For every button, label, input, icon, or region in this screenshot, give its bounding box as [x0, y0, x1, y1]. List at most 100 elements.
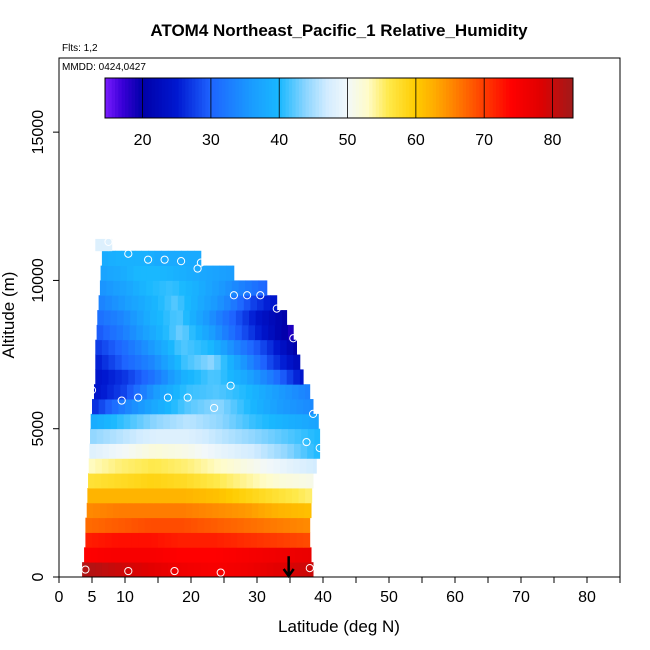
heatmap-cell [113, 384, 121, 400]
heatmap-cell [218, 280, 226, 296]
heatmap-cell [217, 295, 225, 311]
heatmap-cell [90, 428, 98, 444]
colorbar-segment [415, 78, 420, 118]
colorbar-segment [492, 78, 497, 118]
heatmap-cell [254, 443, 262, 459]
x-tick-label: 30 [248, 589, 266, 606]
colorbar-segment [432, 78, 437, 118]
heatmap-cell [103, 428, 111, 444]
heatmap-cell [140, 384, 148, 400]
heatmap-cell [198, 502, 206, 519]
heatmap-cell [179, 280, 187, 296]
sample-point [124, 249, 133, 258]
heatmap-cell [126, 280, 134, 296]
heatmap-cell [298, 384, 306, 400]
heatmap-cell [286, 473, 294, 489]
heatmap-cell [255, 428, 263, 444]
heatmap-cell [200, 473, 208, 489]
heatmap-cell [173, 473, 181, 489]
heatmap-cell [84, 547, 92, 563]
colorbar-tick-label: 20 [134, 132, 152, 149]
heatmap-cell [240, 562, 248, 578]
colorbar-segment [258, 78, 263, 118]
heatmap-cell [235, 413, 243, 430]
heatmap-cell [144, 532, 152, 548]
heatmap-cell [299, 369, 304, 385]
heatmap-cell [173, 265, 181, 281]
colorbar-segment [178, 78, 183, 118]
heatmap-cell [115, 443, 123, 459]
heatmap-cell [240, 339, 248, 355]
heatmap-cell [192, 265, 200, 281]
x-axis: 0 5 10 20 30 40 50 60 70 80 [55, 577, 621, 606]
colorbar-segment [362, 78, 367, 118]
heatmap-cell [93, 502, 101, 519]
colorbar-segment [225, 78, 230, 118]
heatmap-cell [176, 310, 184, 326]
colorbar-segment [168, 78, 173, 118]
heatmap-cell [164, 517, 172, 533]
heatmap-cell [216, 547, 224, 563]
heatmap-cell [239, 488, 247, 504]
colorbar-segment [409, 78, 414, 118]
heatmap-cell [98, 532, 106, 548]
heatmap-cell [268, 310, 276, 326]
sample-point [216, 568, 225, 577]
heatmap-cell [270, 399, 278, 415]
colorbar-segment [435, 78, 440, 118]
heatmap-cell [169, 413, 177, 430]
heatmap-cell [99, 502, 107, 519]
heatmap-cell [192, 502, 200, 519]
heatmap-cell [182, 324, 190, 341]
colorbar-segment [499, 78, 504, 118]
sample-point [183, 393, 192, 402]
y-tick-label: 0 [30, 572, 47, 581]
heatmap-cell [146, 488, 154, 504]
heatmap-cell [140, 265, 148, 281]
colorbar-segment [529, 78, 534, 118]
heatmap-cell [176, 547, 184, 563]
heatmap-cell [110, 547, 118, 563]
heatmap-cell [253, 562, 261, 578]
heatmap-cell [263, 517, 271, 533]
x-tick-label: 70 [512, 589, 530, 606]
colorbar-segment [422, 78, 427, 118]
heatmap-cell [231, 280, 239, 296]
heatmap-cell [184, 517, 192, 533]
heatmap-cell [111, 399, 119, 415]
heatmap-cell [152, 502, 160, 519]
heatmap-cell [296, 517, 304, 533]
heatmap-cell [295, 547, 303, 563]
colorbar-segment [379, 78, 383, 118]
heatmap-cell [86, 502, 94, 519]
heatmap-cell [247, 458, 255, 474]
colorbar-segment [105, 78, 109, 118]
heatmap-cell [171, 399, 179, 415]
heatmap-cell [92, 399, 99, 415]
heatmap-cell [148, 458, 156, 474]
heatmap-cell [202, 428, 210, 444]
heatmap-cell [194, 354, 202, 370]
heatmap-cell [301, 428, 309, 444]
heatmap-cell [205, 280, 213, 296]
sample-point [196, 258, 205, 267]
heatmap-cell [231, 502, 239, 519]
heatmap-cell [134, 458, 142, 474]
colorbar-segment [332, 78, 337, 118]
heatmap-cell [151, 532, 159, 548]
heatmap-cell [293, 369, 301, 385]
heatmap-cell [247, 339, 255, 355]
heatmap-cell [90, 547, 98, 563]
heatmap-cell [273, 369, 281, 385]
heatmap-cell [117, 547, 125, 563]
heatmap-cell [109, 443, 117, 459]
heatmap-cell [142, 324, 150, 341]
heatmap-cell [200, 458, 208, 474]
heatmap-cell [293, 562, 301, 578]
heatmap-cell [93, 488, 101, 504]
heatmap-cell [225, 265, 233, 281]
heatmap-cell [266, 339, 274, 355]
heatmap-cell [156, 324, 164, 341]
heatmap-cell [98, 517, 106, 533]
x-tick-label: 10 [116, 589, 134, 606]
